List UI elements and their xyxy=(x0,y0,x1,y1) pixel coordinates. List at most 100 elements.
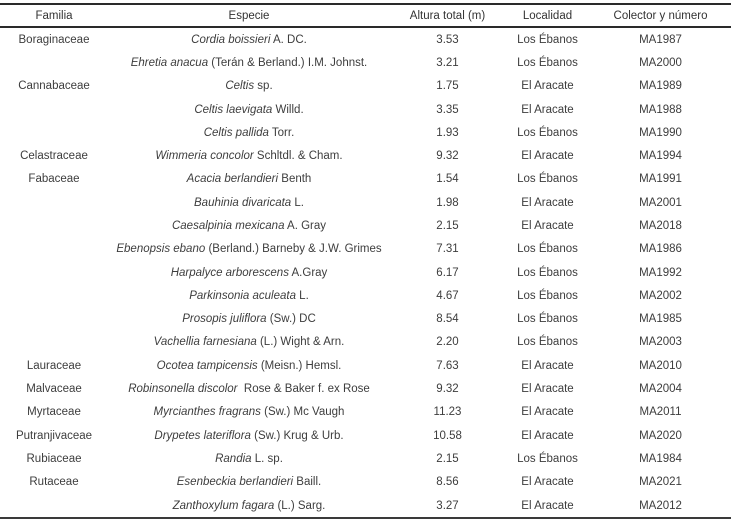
familia-cell xyxy=(0,284,108,307)
especie-scientific-name: Myrcianthes fragrans xyxy=(153,406,261,419)
familia-cell: Rutaceae xyxy=(29,476,79,489)
especie-authority: A.Gray xyxy=(288,266,328,279)
especie-authority: (Sw.) Krug & Urb. xyxy=(250,429,344,442)
especie-cell: Ebenopsis ebano (Berland.) Barneby & J.W… xyxy=(108,238,390,261)
table-row: Harpalyce arborescens A.Gray 6.17 Los Éban… xyxy=(0,261,731,284)
familia-cell: Celastraceae xyxy=(20,150,88,163)
localidad-cell: Los Ébanos xyxy=(517,289,578,302)
especie-cell: Wimmeria concolor Schltdl. & Cham. xyxy=(108,144,390,167)
colector-cell: MA1988 xyxy=(639,103,682,116)
column-header-localidad: Localidad xyxy=(505,4,590,28)
column-header-altura: Altura total (m) xyxy=(390,4,505,28)
especie-authority: Willd. xyxy=(272,103,304,116)
altura-cell: 3.53 xyxy=(436,33,459,46)
especie-authority: (Sw.) Mc Vaugh xyxy=(260,406,345,419)
colector-cell: MA2010 xyxy=(639,359,682,372)
familia-cell xyxy=(0,308,108,331)
especie-scientific-name: Randia xyxy=(215,452,252,465)
especie-cell: Zanthoxylum fagara (L.) Sarg. xyxy=(108,494,390,518)
especie-authority: Rose & Baker f. ex Rose xyxy=(237,383,370,396)
especie-authority: L. sp. xyxy=(251,452,283,465)
especie-authority: (Terán & Berland.) I.M. Johnst. xyxy=(208,56,368,69)
altura-cell: 8.56 xyxy=(436,476,459,489)
especie-scientific-name: Bauhinia divaricata xyxy=(194,196,292,209)
especie-cell: Ehretia anacua (Terán & Berland.) I.M. J… xyxy=(108,51,390,74)
colector-cell: MA2018 xyxy=(639,219,682,232)
especie-authority: Torr. xyxy=(268,126,295,139)
localidad-cell: El Aracate xyxy=(521,406,574,419)
especie-cell: Cordia boissieri A. DC. xyxy=(108,27,390,51)
especie-cell: Prosopis juliflora (Sw.) DC xyxy=(108,308,390,331)
localidad-cell: Los Ébanos xyxy=(517,243,578,256)
colector-cell: MA1992 xyxy=(639,266,682,279)
altura-cell: 1.75 xyxy=(436,80,459,93)
column-header-familia: Familia xyxy=(0,4,108,28)
column-header-especie: Especie xyxy=(108,4,390,28)
familia-cell: Rubiaceae xyxy=(26,452,82,465)
table-row: Celtis pallida Torr. 1.93 Los Ébanos MA1990 xyxy=(0,121,731,144)
species-table: Familia Especie Altura total (m) Localidad C… xyxy=(0,3,731,520)
localidad-cell: Los Ébanos xyxy=(517,33,578,46)
altura-cell: 10.58 xyxy=(433,429,462,442)
table-row: Fabaceae Acacia berlandieri Benth 1.54 Los … xyxy=(0,168,731,191)
especie-cell: Acacia berlandieri Benth xyxy=(108,168,390,191)
altura-cell: 7.63 xyxy=(436,359,459,372)
colector-cell: MA1989 xyxy=(639,80,682,93)
altura-cell: 9.32 xyxy=(436,150,459,163)
table-row: Bauhinia divaricata L. 1.98 El Aracate MA20… xyxy=(0,191,731,214)
especie-cell: Celtis sp. xyxy=(108,75,390,98)
familia-cell xyxy=(0,121,108,144)
altura-cell: 4.67 xyxy=(436,289,459,302)
especie-cell: Harpalyce arborescens A.Gray xyxy=(108,261,390,284)
localidad-cell: Los Ébanos xyxy=(517,173,578,186)
familia-cell xyxy=(0,331,108,354)
colector-cell: MA1991 xyxy=(639,173,682,186)
table-row: Myrtaceae Myrcianthes fragrans (Sw.) Mc V… xyxy=(0,401,731,424)
localidad-cell: El Aracate xyxy=(521,150,574,163)
especie-scientific-name: Zanthoxylum fagara xyxy=(172,499,275,512)
especie-scientific-name: Prosopis juliflora xyxy=(182,313,267,326)
table-row: Putranjivaceae Drypetes lateriflora (Sw.)… xyxy=(0,424,731,447)
altura-cell: 8.54 xyxy=(436,313,459,326)
especie-cell: Caesalpinia mexicana A. Gray xyxy=(108,214,390,237)
table-row: Parkinsonia aculeata L. 4.67 Los Ébanos MA2… xyxy=(0,284,731,307)
familia-cell xyxy=(0,238,108,261)
especie-scientific-name: Ehretia anacua xyxy=(130,56,209,69)
familia-cell xyxy=(0,494,108,518)
table-row: Celastraceae Wimmeria concolor Schltdl. &… xyxy=(0,144,731,167)
familia-cell: Boraginaceae xyxy=(18,33,90,46)
altura-cell: 2.15 xyxy=(436,452,459,465)
especie-scientific-name: Ocotea tampicensis xyxy=(156,359,258,372)
table-row: Zanthoxylum fagara (L.) Sarg. 3.27 El Arac… xyxy=(0,494,731,518)
especie-cell: Drypetes lateriflora (Sw.) Krug & Urb. xyxy=(108,424,390,447)
altura-cell: 1.93 xyxy=(436,126,459,139)
localidad-cell: Los Ébanos xyxy=(517,313,578,326)
colector-cell: MA2011 xyxy=(639,406,682,419)
altura-cell: 3.21 xyxy=(436,56,459,69)
especie-scientific-name: Acacia berlandieri xyxy=(186,173,279,186)
especie-cell: Celtis laevigata Willd. xyxy=(108,98,390,121)
especie-cell: Robinsonella discolor Rose & Baker f. ex… xyxy=(108,377,390,400)
altura-cell: 2.15 xyxy=(436,219,459,232)
colector-cell: MA2004 xyxy=(639,383,682,396)
localidad-cell: El Aracate xyxy=(521,103,574,116)
especie-authority: (Sw.) DC xyxy=(266,313,316,326)
especie-cell: Ocotea tampicensis (Meisn.) Hemsl. xyxy=(108,354,390,377)
table-row: Lauraceae Ocotea tampicensis (Meisn.) Hem… xyxy=(0,354,731,377)
familia-cell: Malvaceae xyxy=(26,383,82,396)
localidad-cell: Los Ébanos xyxy=(517,266,578,279)
altura-cell: 6.17 xyxy=(436,266,459,279)
especie-scientific-name: Ebenopsis ebano xyxy=(116,243,206,256)
familia-cell: Fabaceae xyxy=(28,173,80,186)
especie-scientific-name: Celtis xyxy=(225,80,255,93)
especie-authority: (L.) Wight & Arn. xyxy=(256,336,345,349)
localidad-cell: Los Ébanos xyxy=(517,336,578,349)
especie-authority: A. Gray xyxy=(284,219,327,232)
colector-cell: MA1986 xyxy=(639,243,682,256)
colector-cell: MA1985 xyxy=(639,313,682,326)
localidad-cell: El Aracate xyxy=(521,219,574,232)
localidad-cell: El Aracate xyxy=(521,383,574,396)
especie-scientific-name: Wimmeria concolor xyxy=(155,150,254,163)
familia-cell xyxy=(0,214,108,237)
